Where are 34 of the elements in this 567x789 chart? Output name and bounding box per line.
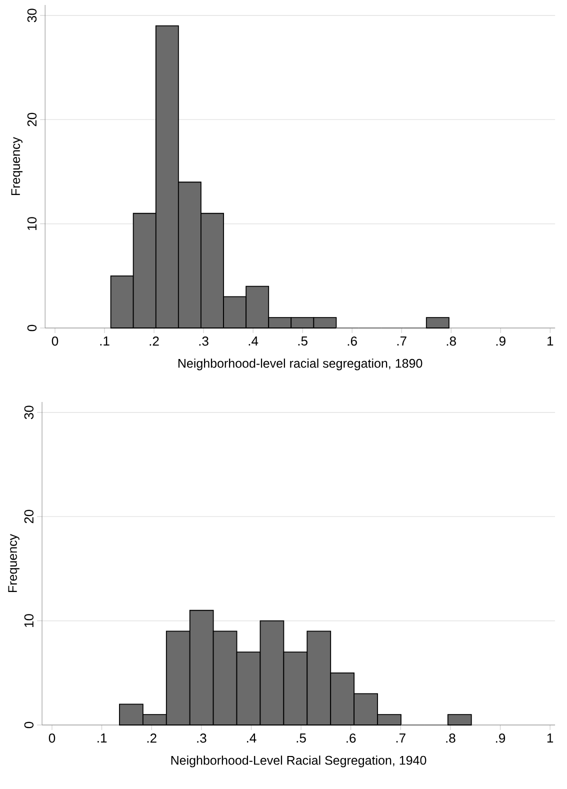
x-tick-label: .1 [100,336,110,346]
x-axis-title: Neighborhood-level racial segregation, 1890 [178,358,422,370]
x-tick-label: .3 [199,336,208,346]
y-axis-title: Frequency [11,137,22,196]
x-tick-label: 1 [548,336,554,346]
x-tick-label: .9 [496,336,506,346]
y-tick-label: 30 [24,406,34,420]
x-axis-title: Neighborhood-Level Racial Segregation, 1940 [171,756,426,768]
x-tick-label: .6 [346,734,356,743]
x-tick-label: .8 [446,734,456,743]
x-tick-label: 1 [547,734,554,742]
x-tick-label: 0 [52,336,58,346]
x-tick-label: .1 [98,734,107,742]
x-tick-label: .7 [397,336,406,346]
y-tick-label: 30 [27,8,37,22]
x-tick-label: .6 [348,336,357,346]
x-tick-label: .9 [496,734,506,743]
y-tick-label: 0 [24,722,34,728]
y-tick-label: 10 [27,217,37,230]
y-tick-label: 20 [24,510,34,524]
x-tick-label: 0 [48,734,56,743]
y-tick-label: 20 [27,112,37,126]
y-axis-title: Frequency [8,534,20,592]
x-tick-label: .4 [246,734,256,742]
x-tick-label: .2 [147,734,156,743]
x-tick-label: .2 [150,336,159,346]
y-tick-label: 0 [27,324,37,332]
x-tick-label: .3 [197,734,206,743]
x-tick-label: .4 [248,336,258,346]
x-tick-label: .8 [446,336,456,346]
x-tick-label: .7 [396,734,406,742]
y-tick-label: 10 [24,614,34,628]
x-tick-label: .5 [298,336,308,346]
x-tick-label: .5 [296,734,306,743]
